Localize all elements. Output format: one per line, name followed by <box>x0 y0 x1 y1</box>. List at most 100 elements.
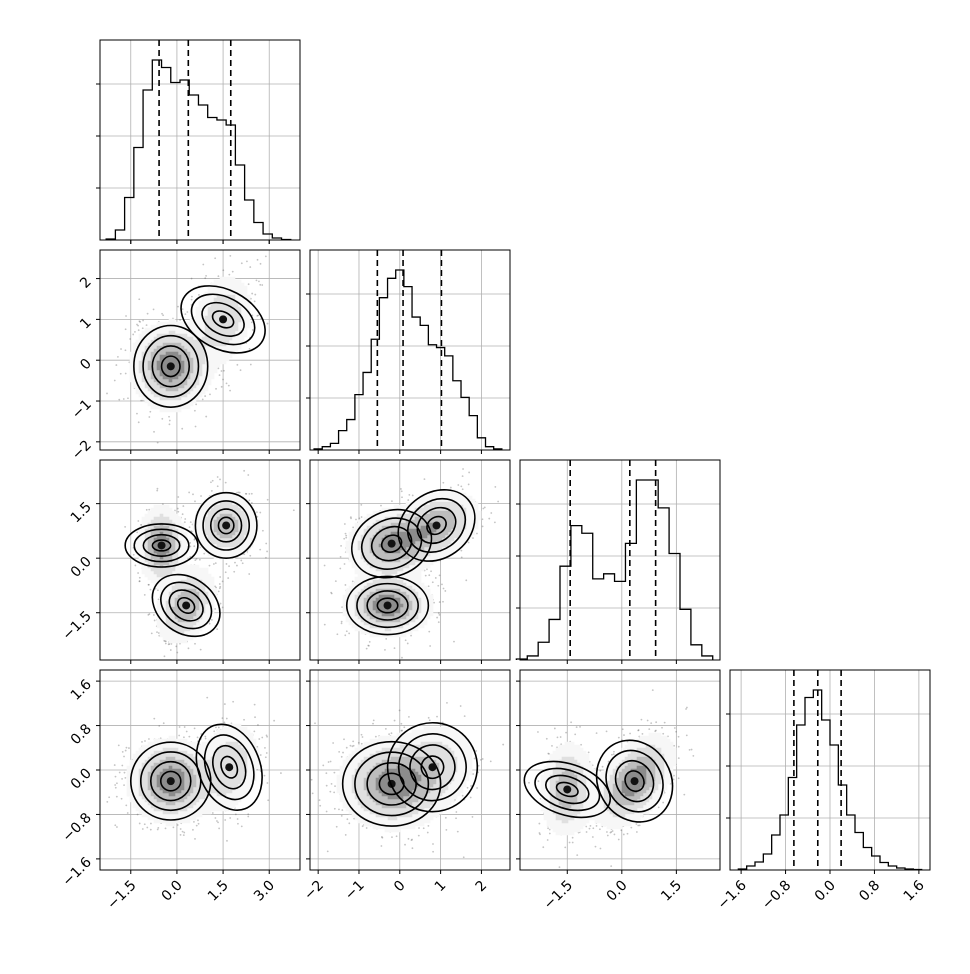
scatter-point <box>241 262 243 264</box>
scatter-point <box>358 742 360 744</box>
scatter-point <box>425 575 427 577</box>
scatter-point <box>212 480 214 482</box>
scatter-point <box>264 775 266 777</box>
scatter-point <box>312 792 314 794</box>
x-tick-label: −0.8 <box>759 878 794 913</box>
scatter-point <box>188 647 190 649</box>
scatter-point <box>211 490 213 492</box>
x-tick-label: 0.0 <box>812 878 839 905</box>
scatter-point <box>123 784 125 786</box>
x-tick-label: −1 <box>342 878 368 904</box>
scatter-point <box>189 526 191 528</box>
scatter-point <box>265 255 267 257</box>
scatter-point <box>144 823 146 825</box>
scatter-point <box>438 612 440 614</box>
panel-2-3 <box>517 689 694 914</box>
scatter-point <box>146 509 148 511</box>
scatter-point <box>222 580 224 582</box>
scatter-point <box>361 734 363 736</box>
scatter-point <box>335 580 337 582</box>
scatter-point <box>259 512 261 514</box>
scatter-point <box>144 594 146 596</box>
scatter-point <box>574 733 576 735</box>
scatter-point <box>428 631 430 633</box>
scatter-point <box>266 551 268 553</box>
density-peak <box>158 541 166 549</box>
scatter-point <box>214 257 216 259</box>
scatter-point <box>108 796 110 798</box>
scatter-point <box>233 571 235 573</box>
scatter-point <box>246 260 248 262</box>
y-tick-label: −1.5 <box>59 608 94 643</box>
scatter-point <box>240 560 242 562</box>
scatter-point <box>648 728 650 730</box>
scatter-point <box>179 726 181 728</box>
histogram-1 <box>314 270 502 450</box>
scatter-point <box>229 390 231 392</box>
scatter-point <box>462 488 464 490</box>
scatter-point <box>226 382 228 384</box>
scatter-point <box>205 416 207 418</box>
scatter-point <box>326 811 328 813</box>
scatter-point <box>116 796 118 798</box>
scatter-point <box>228 274 230 276</box>
density-peak <box>167 362 175 370</box>
scatter-point <box>366 648 368 650</box>
scatter-point <box>116 826 118 828</box>
scatter-point <box>229 255 231 257</box>
scatter-point <box>475 750 477 752</box>
scatter-point <box>184 726 186 728</box>
scatter-point <box>438 621 440 623</box>
scatter-point <box>121 778 123 780</box>
scatter-point <box>158 599 160 601</box>
scatter-point <box>403 726 405 728</box>
scatter-point <box>426 568 428 570</box>
scatter-point <box>254 704 256 706</box>
scatter-point <box>418 835 420 837</box>
scatter-point <box>429 645 431 647</box>
scatter-point <box>115 364 117 366</box>
scatter-point <box>169 420 171 422</box>
scatter-point <box>189 546 191 548</box>
scatter-point <box>341 815 343 817</box>
scatter-point <box>182 505 184 507</box>
scatter-point <box>455 817 457 819</box>
scatter-point <box>215 817 217 819</box>
scatter-point <box>177 496 179 498</box>
scatter-point <box>408 838 410 840</box>
scatter-point <box>225 482 227 484</box>
scatter-point <box>355 519 357 521</box>
scatter-point <box>460 485 462 487</box>
scatter-point <box>124 526 126 528</box>
scatter-point <box>147 614 149 616</box>
scatter-point <box>221 370 223 372</box>
scatter-point <box>358 517 360 519</box>
scatter-point <box>482 526 484 528</box>
scatter-point <box>558 912 560 914</box>
scatter-point <box>235 813 237 815</box>
scatter-point <box>266 752 268 754</box>
scatter-point <box>158 632 160 634</box>
scatter-point <box>457 484 459 486</box>
scatter-point <box>314 722 316 724</box>
scatter-point <box>114 824 116 826</box>
scatter-point <box>202 264 204 266</box>
scatter-point <box>170 649 172 651</box>
scatter-point <box>180 834 182 836</box>
x-tick-label: 1 <box>432 878 450 896</box>
scatter-point <box>119 772 121 774</box>
scatter-point <box>259 284 261 286</box>
scatter-point <box>346 630 348 632</box>
histogram-0 <box>106 60 291 240</box>
scatter-point <box>195 403 197 405</box>
scatter-point <box>117 356 119 358</box>
scatter-point <box>375 736 377 738</box>
scatter-point <box>236 565 238 567</box>
scatter-point <box>267 799 269 801</box>
density-peak <box>428 763 436 771</box>
scatter-point <box>222 379 224 381</box>
scatter-point <box>168 416 170 418</box>
scatter-point <box>455 811 457 813</box>
scatter-point <box>243 553 245 555</box>
